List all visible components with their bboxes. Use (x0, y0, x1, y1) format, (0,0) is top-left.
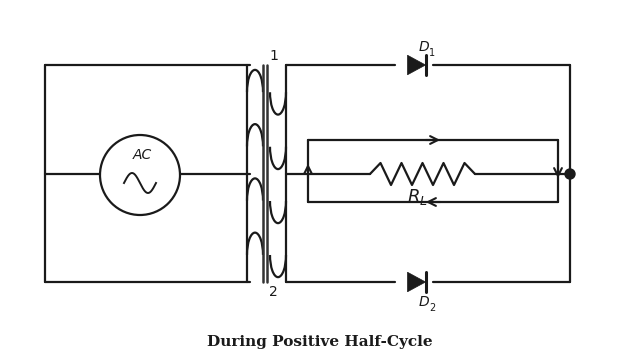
Text: D: D (419, 295, 429, 309)
Text: 1: 1 (429, 48, 435, 58)
Circle shape (565, 169, 575, 179)
Text: 1: 1 (269, 49, 278, 63)
Text: 2: 2 (429, 303, 435, 313)
Text: 2: 2 (269, 285, 278, 299)
Text: During Positive Half-Cycle: During Positive Half-Cycle (207, 335, 433, 349)
Polygon shape (408, 272, 426, 292)
Text: D: D (419, 40, 429, 54)
Polygon shape (408, 55, 426, 75)
Text: AC: AC (132, 148, 152, 162)
Text: $R_L$: $R_L$ (407, 187, 428, 207)
